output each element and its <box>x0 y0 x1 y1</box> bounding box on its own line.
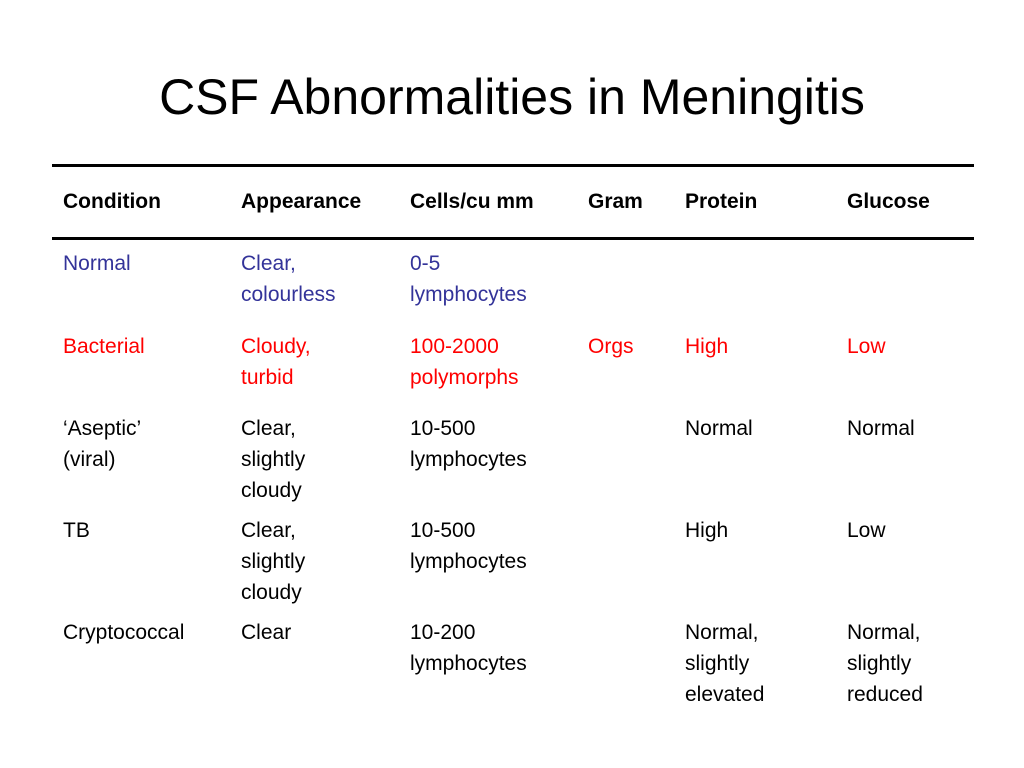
cell-appearance: Clear, colourless <box>230 239 399 326</box>
cell-glucose: Low <box>836 510 974 612</box>
cell-appearance: Cloudy, turbid <box>230 325 399 408</box>
cell-cells: 10-500 lymphocytes <box>399 408 577 510</box>
cell-cells: 0-5 lymphocytes <box>399 239 577 326</box>
cell-line: 10-500 <box>410 417 476 440</box>
cell-gram: Orgs <box>577 325 674 408</box>
table-row-tb: TB Clear, slightly cloudy 10-500 lymphocyte… <box>52 510 974 612</box>
cell-line: reduced <box>847 683 923 706</box>
cell-line: Normal <box>847 417 915 440</box>
cell-line: Normal, <box>847 621 921 644</box>
cell-line: 10-200 <box>410 621 476 644</box>
cell-line: lymphocytes <box>410 550 527 573</box>
cell-appearance: Clear <box>230 612 399 710</box>
table-header-row: Condition Appearance Cells/cu mm Gram Pr… <box>52 165 974 239</box>
cell-line: colourless <box>241 283 336 306</box>
cell-line: Clear, <box>241 417 296 440</box>
cell-line: Low <box>847 335 886 358</box>
cell-line: Clear <box>241 621 292 644</box>
cell-line: lymphocytes <box>410 652 527 675</box>
table-row-bacterial: Bacterial Cloudy, turbid 100-2000 polymorp… <box>52 325 974 408</box>
header-appearance: Appearance <box>241 190 362 213</box>
cell-glucose: Low <box>836 325 974 408</box>
header-glucose: Glucose <box>847 190 930 213</box>
csf-table: Condition Appearance Cells/cu mm Gram Pr… <box>52 164 974 710</box>
cell-line: Bacterial <box>63 335 145 358</box>
cell-line: 0-5 <box>410 252 441 275</box>
header-protein: Protein <box>685 190 758 213</box>
cell-condition: Normal <box>52 239 230 326</box>
cell-cells: 100-2000 polymorphs <box>399 325 577 408</box>
cell-line: Clear, <box>241 252 296 275</box>
cell-line: slightly <box>241 550 306 573</box>
cell-line: slightly <box>685 652 750 675</box>
cell-line: ‘Aseptic’ <box>63 417 142 440</box>
cell-glucose: Normal <box>836 408 974 510</box>
cell-line: slightly <box>847 652 912 675</box>
cell-protein: Normal <box>674 408 836 510</box>
cell-line: High <box>685 519 729 542</box>
cell-protein <box>674 239 836 326</box>
cell-protein: High <box>674 510 836 612</box>
cell-line: Normal, <box>685 621 759 644</box>
table-row-aseptic: ‘Aseptic’ (viral) Clear, slightly cloudy 10… <box>52 408 974 510</box>
cell-line: Cryptococcal <box>63 621 185 644</box>
cell-line: slightly <box>241 448 306 471</box>
cell-line: polymorphs <box>410 366 519 389</box>
cell-cells: 10-200 lymphocytes <box>399 612 577 710</box>
cell-line: Normal <box>685 417 753 440</box>
header-cells: Cells/cu mm <box>410 190 534 213</box>
cell-gram <box>577 510 674 612</box>
cell-line: Low <box>847 519 886 542</box>
cell-line: Clear, <box>241 519 296 542</box>
cell-line: lymphocytes <box>410 448 527 471</box>
cell-protein: High <box>674 325 836 408</box>
cell-line: TB <box>63 519 90 542</box>
cell-line: turbid <box>241 366 294 389</box>
cell-line: High <box>685 335 729 358</box>
cell-gram <box>577 612 674 710</box>
table-row-cryptococcal: Cryptococcal Clear 10-200 lymphocytes Nor… <box>52 612 974 710</box>
cell-line: 100-2000 <box>410 335 499 358</box>
cell-line: lymphocytes <box>410 283 527 306</box>
cell-condition: ‘Aseptic’ (viral) <box>52 408 230 510</box>
cell-condition: TB <box>52 510 230 612</box>
header-gram: Gram <box>588 190 643 213</box>
cell-gram <box>577 239 674 326</box>
cell-gram <box>577 408 674 510</box>
cell-line: Orgs <box>588 335 634 358</box>
cell-line: (viral) <box>63 448 116 471</box>
cell-line: Cloudy, <box>241 335 311 358</box>
slide-title: CSF Abnormalities in Meningitis <box>159 69 865 125</box>
header-condition: Condition <box>63 190 161 213</box>
cell-line: 10-500 <box>410 519 476 542</box>
cell-appearance: Clear, slightly cloudy <box>230 408 399 510</box>
cell-cells: 10-500 lymphocytes <box>399 510 577 612</box>
cell-appearance: Clear, slightly cloudy <box>230 510 399 612</box>
table-row-normal: Normal Clear, colourless 0-5 lymphocytes <box>52 239 974 326</box>
cell-condition: Bacterial <box>52 325 230 408</box>
cell-condition: Cryptococcal <box>52 612 230 710</box>
cell-glucose: Normal, slightly reduced <box>836 612 974 710</box>
cell-line: cloudy <box>241 479 302 502</box>
cell-line: Normal <box>63 252 131 275</box>
cell-line: elevated <box>685 683 765 706</box>
cell-protein: Normal, slightly elevated <box>674 612 836 710</box>
cell-glucose <box>836 239 974 326</box>
cell-line: cloudy <box>241 581 302 604</box>
